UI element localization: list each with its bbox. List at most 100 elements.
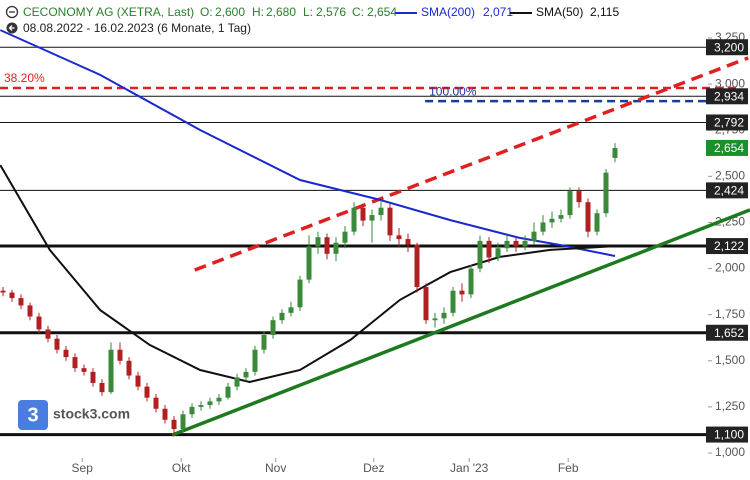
candle <box>297 275 303 311</box>
candle-body <box>189 406 195 415</box>
ohlc-value: 2,654 <box>367 5 397 19</box>
level-tag-label: 2,122 <box>714 239 744 253</box>
candle <box>558 209 564 223</box>
candle <box>171 416 177 435</box>
candle-body <box>0 290 6 293</box>
candle <box>126 357 132 380</box>
candle <box>486 237 492 264</box>
candle-body <box>459 290 465 295</box>
logo-mark: 3 <box>27 404 38 426</box>
candle-body <box>36 316 42 330</box>
level-tag-label: 2,934 <box>714 89 744 103</box>
candle-body <box>522 240 528 247</box>
candle <box>405 233 411 252</box>
y-tick-label: 2,000 <box>715 261 745 275</box>
candle <box>576 187 582 208</box>
candle <box>279 309 285 324</box>
candle-body <box>333 242 339 254</box>
ohlc-label: H: <box>252 5 264 19</box>
candle <box>189 403 195 418</box>
candle <box>234 373 240 391</box>
candle-body <box>180 414 186 430</box>
candle <box>225 382 231 400</box>
candle-body <box>540 222 546 232</box>
candle <box>477 235 483 273</box>
level-tag-label: 1,100 <box>714 428 744 442</box>
candle <box>423 283 429 324</box>
candle <box>594 209 600 236</box>
candle <box>378 200 384 221</box>
candle-body <box>72 357 78 369</box>
level-tag <box>706 114 748 131</box>
candle <box>315 231 321 254</box>
candle-body <box>378 207 384 216</box>
candle <box>27 302 33 321</box>
candle <box>369 209 375 243</box>
candle <box>324 233 330 260</box>
candle <box>396 227 402 247</box>
candle-body <box>549 218 555 223</box>
candle-body <box>225 386 231 398</box>
x-tick-label: Jan '23 <box>450 461 489 475</box>
candle-body <box>504 240 510 249</box>
y-tick-label: 1,250 <box>715 399 745 413</box>
candle-body <box>90 371 96 383</box>
candle-body <box>342 231 348 243</box>
candle-body <box>81 368 87 372</box>
candle <box>54 334 60 354</box>
candle-body <box>495 248 501 258</box>
candle <box>90 368 96 387</box>
candle-body <box>279 312 285 321</box>
candle <box>216 393 222 406</box>
price-tag <box>706 139 748 156</box>
candle <box>0 287 6 297</box>
level-tag <box>706 88 748 105</box>
candle-body <box>99 382 105 393</box>
candle <box>522 235 528 251</box>
candle <box>135 371 141 391</box>
candle-body <box>234 377 240 387</box>
level-tag-label: 3,200 <box>714 40 744 54</box>
candle <box>468 264 474 299</box>
candle-body <box>171 419 177 430</box>
candle-body <box>117 349 123 361</box>
candle-body <box>351 207 357 232</box>
candle <box>540 215 546 236</box>
price-tag-label: 2,654 <box>714 141 744 155</box>
level-tag <box>706 324 748 341</box>
candle <box>495 242 501 262</box>
candle <box>198 401 204 411</box>
legend-label: SMA(200) <box>421 5 475 19</box>
collapse-icon[interactable] <box>5 5 19 19</box>
candle-body <box>135 375 141 387</box>
candle <box>387 204 393 241</box>
candle-body <box>387 207 393 236</box>
candle-body <box>306 246 312 280</box>
candle <box>252 346 258 376</box>
candle <box>117 342 123 365</box>
candle-body <box>45 329 51 339</box>
legend-entry: SMA(200) 2,071 <box>395 5 513 19</box>
candle-body <box>450 290 456 313</box>
candle-body <box>297 279 303 308</box>
candle <box>531 222 537 245</box>
candle-body <box>63 349 69 358</box>
candle-body <box>567 191 573 216</box>
candle-body <box>531 231 537 241</box>
ohlc-label: C: <box>352 5 364 19</box>
candle <box>549 211 555 228</box>
candle <box>333 237 339 262</box>
candle-body <box>585 202 591 232</box>
x-tick-label: Okt <box>172 461 191 475</box>
candle-body <box>486 240 492 258</box>
trendline <box>171 208 750 437</box>
candle <box>504 235 510 252</box>
candle <box>9 289 15 302</box>
candle-body <box>396 235 402 240</box>
candle-body <box>405 239 411 245</box>
candle <box>63 346 69 361</box>
sma-line <box>0 29 616 257</box>
candle-body <box>423 287 429 321</box>
candle-body <box>603 172 609 214</box>
